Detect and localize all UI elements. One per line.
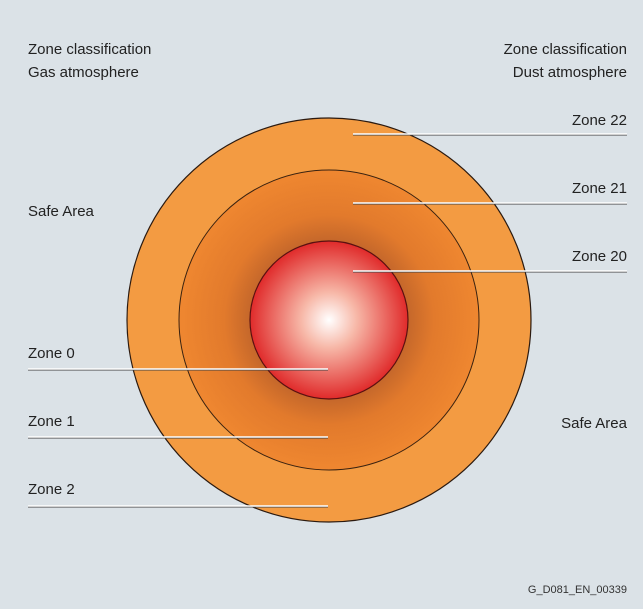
gas-labels: Zone 0 Zone 1 Zone 2	[28, 345, 328, 508]
safe-area: Safe Area	[28, 203, 95, 220]
zone-label: Zone 20	[572, 248, 627, 265]
header-left: Gas atmosphere	[28, 64, 139, 81]
header-right: Zone classification	[504, 41, 627, 58]
zone-label: Zone 22	[572, 112, 627, 129]
dust-labels: Zone 22 Zone 21 Zone 20	[353, 112, 627, 273]
header-right: Dust atmosphere	[513, 64, 627, 81]
footer-id: G_D081_EN_00339	[528, 584, 627, 596]
zone-label: Zone 1	[28, 413, 75, 430]
header-left: Zone classification	[28, 41, 151, 58]
inner-zone	[249, 240, 409, 400]
zone-label: Zone 2	[28, 481, 75, 498]
safe-area: Safe Area	[561, 415, 628, 432]
zone-label: Zone 21	[572, 180, 627, 197]
zone-label: Zone 0	[28, 345, 75, 362]
